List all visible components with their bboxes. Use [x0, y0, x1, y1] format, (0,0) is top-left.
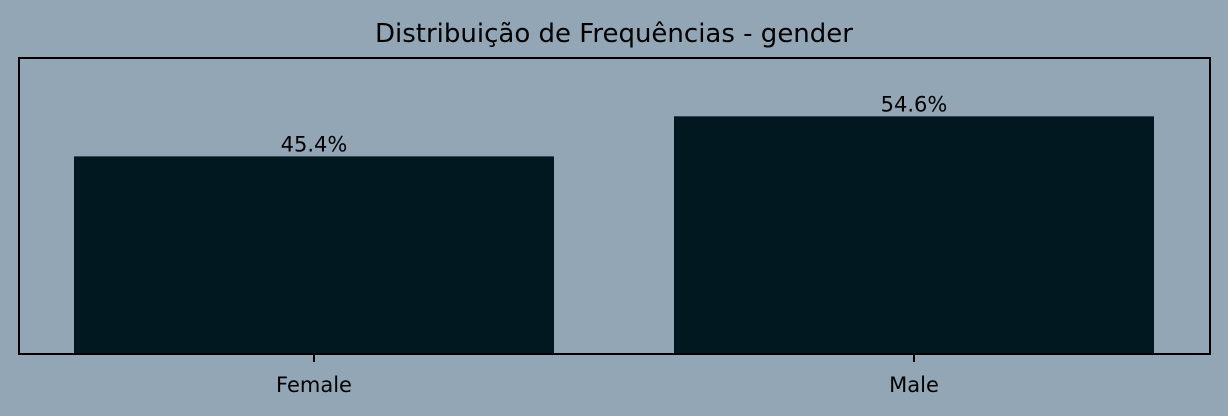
- x-tick-label: Male: [889, 373, 939, 397]
- chart-title: Distribuição de Frequências - gender: [375, 19, 853, 49]
- bar-male: [674, 116, 1154, 355]
- plot-frame: [18, 57, 1211, 355]
- bars-layer: 45.4% 54.6%: [74, 92, 1154, 355]
- bar-female: [74, 156, 554, 354]
- bar-value-label: 45.4%: [281, 132, 348, 156]
- x-axis-ticks: Female Male: [276, 354, 939, 397]
- bar-value-label: 54.6%: [881, 92, 948, 116]
- x-tick-label: Female: [276, 373, 352, 397]
